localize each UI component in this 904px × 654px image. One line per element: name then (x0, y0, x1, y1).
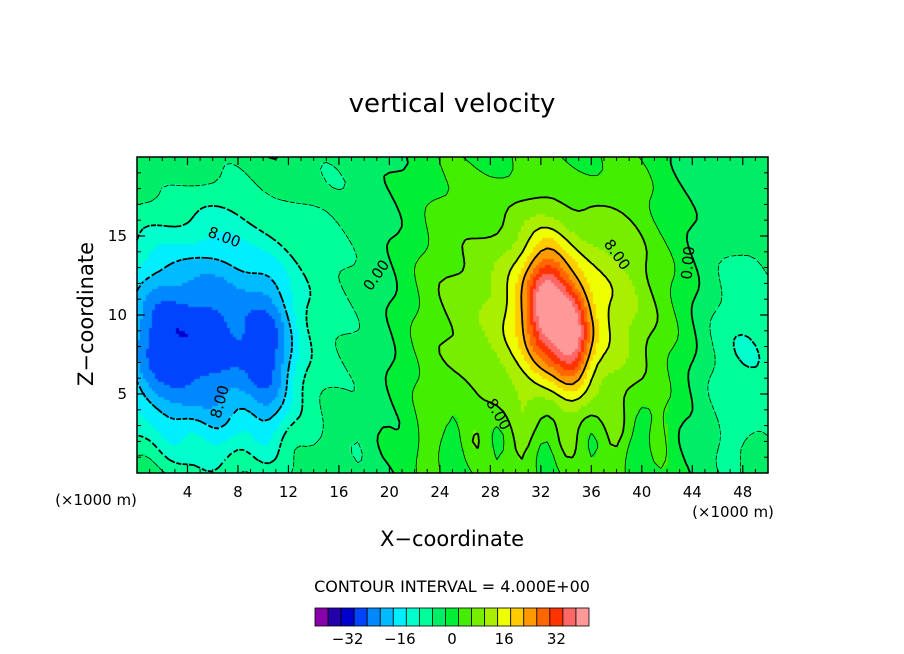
contour-line-level (437, 196, 659, 460)
x-tick-label: 8 (233, 483, 243, 501)
colorbar-swatch (562, 607, 577, 627)
colorbar-swatch (549, 607, 564, 627)
colorbar-tick-label: 0 (447, 630, 457, 648)
contour-line-level (268, 156, 701, 474)
colorbar-swatch (418, 607, 433, 627)
colorbar-swatch (484, 607, 499, 627)
colorbar-swatch (432, 607, 446, 627)
colorbar-swatch (366, 607, 381, 627)
colorbar-swatch (327, 607, 342, 627)
colorbar-tick-label: −32 (332, 630, 364, 648)
shaded-field (137, 157, 768, 473)
x-tick-label: 16 (329, 483, 348, 501)
colorbar-swatch (353, 607, 368, 627)
y-tick-label: 15 (108, 227, 127, 245)
contour-lines (136, 156, 769, 474)
x-tick-label: 12 (279, 483, 298, 501)
x-tick-label: 4 (183, 483, 193, 501)
x-tick-label: 20 (380, 483, 399, 501)
colorbar-swatch (379, 607, 394, 627)
field-image (137, 157, 768, 473)
colorbar-swatch (340, 607, 355, 627)
colorbar-tick-label: −16 (384, 630, 416, 648)
colorbar-swatch (445, 607, 459, 627)
contour-interval-note: CONTOUR INTERVAL = 4.000E+00 (314, 577, 590, 596)
x-unit-right: (×1000 m) (692, 503, 774, 521)
colorbar-swatch (458, 607, 472, 627)
colorbar-swatch (536, 607, 551, 627)
colorbar-swatch (392, 607, 407, 627)
colorbar-swatch (523, 607, 538, 627)
x-tick-label: 48 (733, 483, 752, 501)
colorbar-swatch (471, 607, 486, 627)
contour-line-level (136, 256, 293, 430)
x-tick-label: 44 (683, 483, 702, 501)
contour-line-level (409, 156, 679, 474)
chart-title: vertical velocity (349, 89, 556, 119)
contour-line-level (136, 204, 761, 473)
x-tick-label: 36 (582, 483, 601, 501)
colorbar-swatch (510, 607, 525, 627)
x-tick-label: 28 (481, 483, 500, 501)
colorbar-swatch (497, 607, 512, 627)
colorbar-swatch (314, 607, 329, 627)
contour-line-level (136, 162, 769, 474)
x-axis-ticks: 4 8 12 16 20 24 28 32 36 40 44 48 (149, 157, 756, 501)
colorbar: −32 −16 0 16 32 (314, 607, 590, 648)
colorbar-swatch (575, 607, 590, 627)
colorbar-tick-label: 16 (495, 630, 514, 648)
x-axis-label: X−coordinate (380, 527, 524, 551)
contour-line-level (520, 247, 595, 386)
y-axis-ticks: 5 10 15 (108, 172, 768, 458)
y-tick-label: 5 (117, 385, 127, 403)
x-unit-left: (×1000 m) (55, 491, 137, 509)
colorbar-tick-label: 32 (547, 630, 566, 648)
contour-label: 0.00 (678, 245, 699, 280)
x-tick-label: 24 (430, 483, 449, 501)
y-tick-label: 10 (108, 306, 127, 324)
y-axis-label: Z−coordinate (74, 242, 98, 386)
colorbar-swatch (405, 607, 420, 627)
x-tick-label: 32 (531, 483, 550, 501)
x-tick-label: 40 (632, 483, 651, 501)
contour-line-level (502, 226, 614, 402)
